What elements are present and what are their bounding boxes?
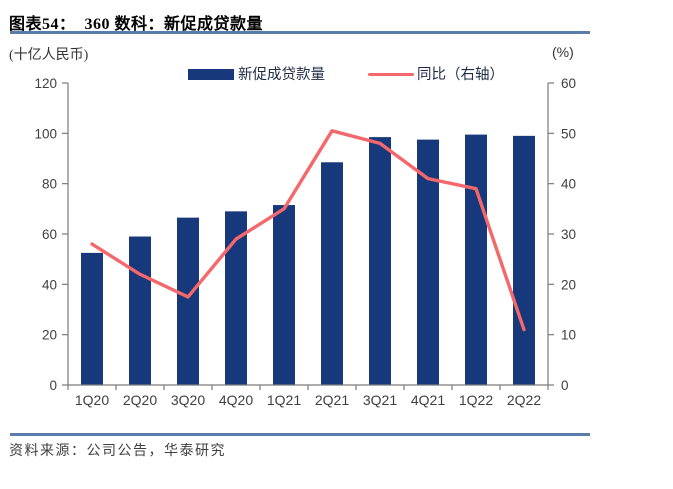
left-axis-tick-label: 40 [42,277,57,292]
right-axis-tick-label: 10 [561,328,576,343]
x-axis-label: 2Q21 [315,392,349,408]
x-axis-label: 3Q20 [171,392,205,408]
bar-1Q22 [465,134,487,385]
right-axis-tick-label: 60 [561,76,576,91]
x-axis-label: 4Q20 [219,392,253,408]
x-axis-label: 2Q22 [507,392,541,408]
left-axis-tick-label: 80 [42,177,57,192]
x-axis-label: 4Q21 [411,392,445,408]
line-legend-swatch [368,72,414,76]
figure-title: 图表54： 360 数科：新促成贷款量 [9,16,264,33]
bar-2Q22 [513,135,535,385]
x-axis-label: 1Q20 [75,392,109,408]
right-axis-unit-label: (%) [552,44,574,60]
bar-3Q20 [177,217,199,385]
bar-4Q21 [417,139,439,385]
source-note: 资料来源：公司公告，华泰研究 [9,444,226,459]
bar-4Q20 [225,211,247,385]
line-legend-label: 同比（右轴） [417,67,504,83]
x-axis-label: 2Q20 [123,392,157,408]
right-axis-tick-label: 50 [561,126,576,141]
bar-1Q20 [81,252,103,385]
bar-legend-label: 新促成贷款量 [238,67,325,83]
yoy-line [90,129,526,332]
right-axis-tick-label: 30 [561,227,576,242]
right-axis-tick-label: 20 [561,277,576,292]
footer-divider [10,433,590,436]
bar-legend-swatch [188,69,234,80]
left-axis-tick-label: 20 [42,328,57,343]
left-axis-tick-label: 0 [49,378,57,393]
bar-3Q21 [369,137,391,385]
bar-2Q21 [321,162,343,385]
right-axis-tick-label: 40 [561,177,576,192]
x-axis-label: 1Q22 [459,392,493,408]
x-axis-label: 3Q21 [363,392,397,408]
bar-2Q20 [129,236,151,385]
x-axis-label: 1Q21 [267,392,301,408]
left-axis-tick-label: 120 [34,76,57,91]
right-axis-tick-label: 0 [561,378,569,393]
left-axis-tick-label: 60 [42,227,57,242]
left-axis-unit-label: (十亿人民币) [9,48,89,63]
bar-1Q21 [273,205,295,385]
left-axis-tick-label: 100 [34,126,57,141]
title-divider [10,31,590,34]
